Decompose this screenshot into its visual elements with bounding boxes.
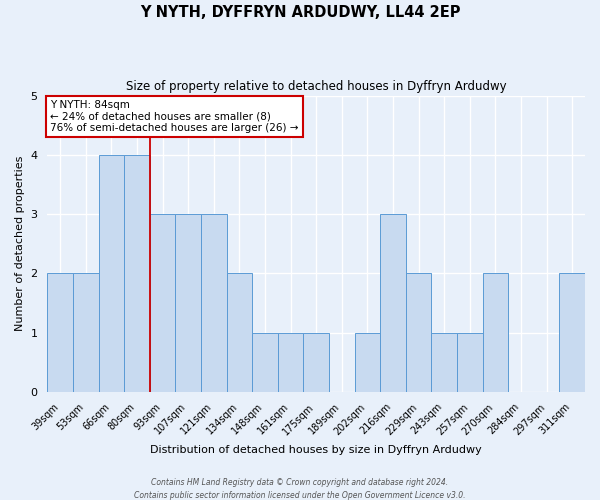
Text: Y NYTH, DYFFRYN ARDUDWY, LL44 2EP: Y NYTH, DYFFRYN ARDUDWY, LL44 2EP bbox=[140, 5, 460, 20]
Bar bbox=[98, 155, 124, 392]
Bar bbox=[380, 214, 406, 392]
Bar bbox=[355, 332, 380, 392]
X-axis label: Distribution of detached houses by size in Dyffryn Ardudwy: Distribution of detached houses by size … bbox=[151, 445, 482, 455]
Bar bbox=[278, 332, 304, 392]
Text: Y NYTH: 84sqm
← 24% of detached houses are smaller (8)
76% of semi-detached hous: Y NYTH: 84sqm ← 24% of detached houses a… bbox=[50, 100, 299, 133]
Bar bbox=[559, 274, 585, 392]
Y-axis label: Number of detached properties: Number of detached properties bbox=[15, 156, 25, 332]
Bar bbox=[482, 274, 508, 392]
Bar bbox=[201, 214, 227, 392]
Bar bbox=[406, 274, 431, 392]
Bar bbox=[252, 332, 278, 392]
Bar bbox=[175, 214, 201, 392]
Bar bbox=[304, 332, 329, 392]
Bar bbox=[457, 332, 482, 392]
Bar bbox=[47, 274, 73, 392]
Text: Contains HM Land Registry data © Crown copyright and database right 2024.
Contai: Contains HM Land Registry data © Crown c… bbox=[134, 478, 466, 500]
Bar bbox=[227, 274, 252, 392]
Bar bbox=[124, 155, 150, 392]
Bar bbox=[73, 274, 98, 392]
Title: Size of property relative to detached houses in Dyffryn Ardudwy: Size of property relative to detached ho… bbox=[126, 80, 506, 93]
Bar bbox=[150, 214, 175, 392]
Bar bbox=[431, 332, 457, 392]
